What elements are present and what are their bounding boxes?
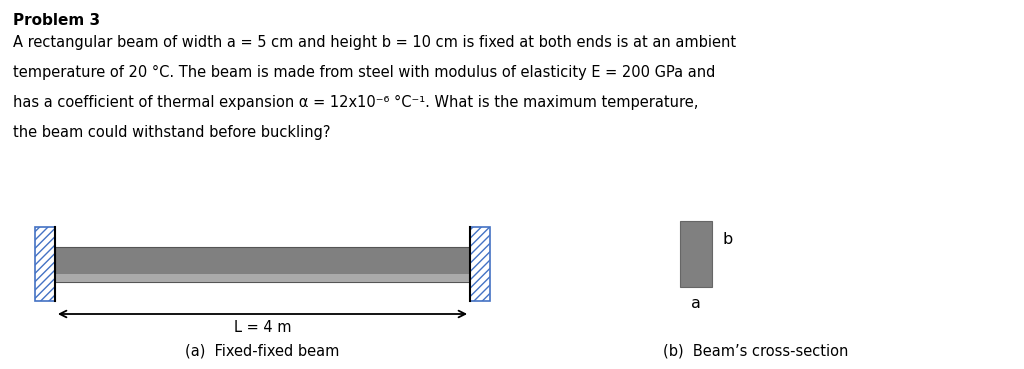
Text: temperature of 20 °C. The beam is made from steel with modulus of elasticity E =: temperature of 20 °C. The beam is made f… — [13, 65, 716, 80]
Bar — [55, 274, 470, 282]
Bar — [470, 227, 490, 301]
Bar — [680, 221, 712, 286]
Text: A rectangular beam of width a = 5 cm and height b = 10 cm is fixed at both ends : A rectangular beam of width a = 5 cm and… — [13, 35, 736, 50]
Text: a: a — [691, 297, 701, 311]
Text: the beam could withstand before buckling?: the beam could withstand before buckling… — [13, 125, 331, 140]
Text: (a)  Fixed-fixed beam: (a) Fixed-fixed beam — [185, 344, 340, 359]
Bar — [55, 246, 470, 282]
Text: Problem 3: Problem 3 — [13, 13, 100, 28]
Text: (b)  Beam’s cross-section: (b) Beam’s cross-section — [664, 344, 849, 359]
Text: L = 4 m: L = 4 m — [233, 320, 291, 335]
Text: has a coefficient of thermal expansion α = 12x10⁻⁶ °C⁻¹. What is the maximum tem: has a coefficient of thermal expansion α… — [13, 95, 698, 110]
Bar — [35, 227, 55, 301]
Text: b: b — [722, 232, 732, 247]
